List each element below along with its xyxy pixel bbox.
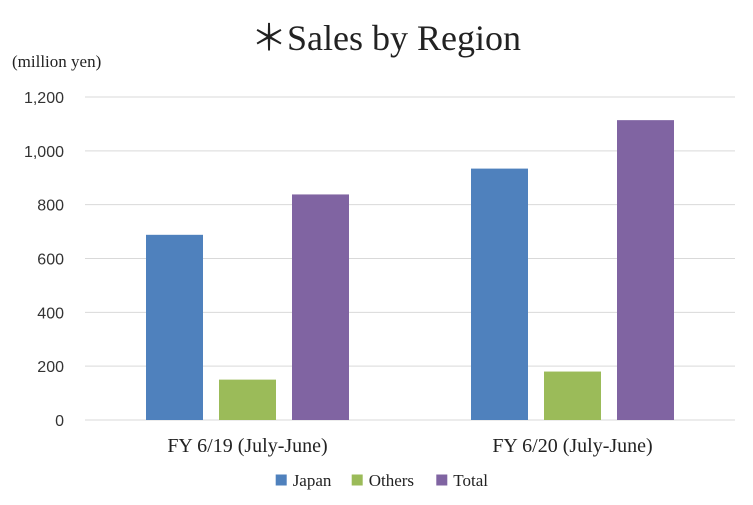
- y-tick-label: 1,200: [24, 90, 64, 107]
- bar-japan-2: [471, 168, 528, 420]
- x-axis-categories: FY 6/19 (July-June) FY 6/20 (July-June): [167, 435, 652, 457]
- y-tick-label: 200: [37, 359, 64, 376]
- bar-japan-1: [146, 234, 203, 420]
- y-tick-label: 0: [55, 413, 64, 430]
- y-tick-label: 800: [37, 198, 64, 215]
- x-category-label: FY 6/20 (July-June): [492, 435, 652, 457]
- legend-swatch-total: [436, 474, 448, 486]
- bars: [146, 120, 674, 421]
- legend: Japan Others Total: [275, 471, 488, 490]
- y-axis-ticks: 0 200 400 600 800 1,000 1,200: [24, 90, 64, 430]
- y-tick-label: 1,000: [24, 144, 64, 161]
- legend-label-total: Total: [453, 471, 488, 490]
- legend-label-others: Others: [369, 471, 414, 490]
- bar-others-1: [219, 379, 276, 420]
- chart-title: ＊Sales by Region: [251, 18, 521, 58]
- legend-label-japan: Japan: [293, 471, 332, 490]
- x-category-label: FY 6/19 (July-June): [167, 435, 327, 457]
- legend-swatch-others: [351, 474, 363, 486]
- y-tick-label: 400: [37, 305, 64, 322]
- bar-total-1: [292, 194, 349, 420]
- legend-swatch-japan: [275, 474, 287, 486]
- bar-others-2: [544, 371, 601, 420]
- y-axis-unit-label: (million yen): [12, 52, 101, 71]
- y-tick-label: 600: [37, 252, 64, 269]
- bar-total-2: [617, 120, 674, 421]
